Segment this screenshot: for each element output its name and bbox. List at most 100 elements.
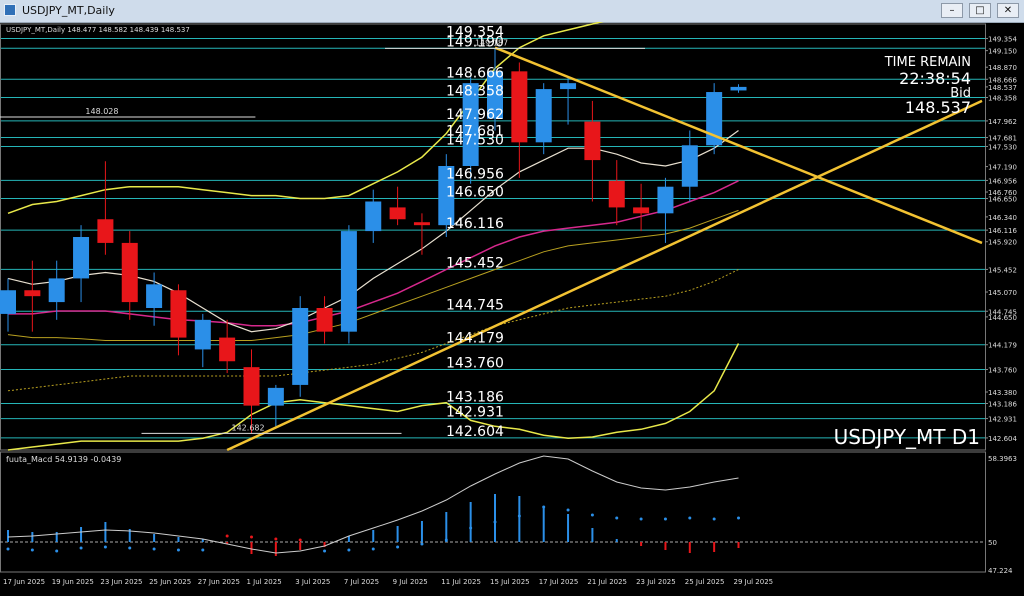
symbol-watermark: USDJPY_MT D1 (834, 425, 980, 449)
macd-blue-dot (469, 526, 473, 530)
macd-blue-dot (6, 547, 10, 551)
bear-candle (389, 207, 406, 220)
price-axis: 149.354149.150148.870148.666148.537148.3… (0, 23, 1017, 451)
macd-blue-dot (663, 517, 667, 521)
swing-marker-label: 148.028 (85, 107, 118, 116)
bull-candle (535, 89, 552, 143)
bull-candle (462, 83, 479, 166)
macd-blue-dot (493, 520, 497, 524)
price-axis-tick-label: 144.745 (988, 308, 1017, 316)
bear-candle (413, 222, 430, 226)
bull-candle (340, 231, 357, 332)
macd-blue-dot (103, 545, 107, 549)
macd-blue-dot (30, 548, 34, 552)
macd-axis-tick-label: 47.224 (988, 567, 1013, 575)
macd-blue-dot (55, 549, 59, 553)
macd-red-dot (250, 535, 253, 539)
macd-blue-dot (371, 547, 375, 551)
macd-panel-frame (0, 451, 986, 573)
close-button[interactable]: ✕ (997, 3, 1019, 18)
price-axis-tick-label: 147.190 (988, 164, 1017, 172)
price-axis-tick-label: 149.354 (988, 36, 1017, 44)
price-axis-tick-label: 143.186 (988, 400, 1017, 408)
price-chart[interactable]: 149.354149.150148.870148.666148.537148.3… (0, 22, 1024, 596)
price-axis-tick-label: 142.604 (988, 435, 1017, 443)
macd-red-dot (225, 534, 229, 538)
time-axis-tick-label: 17 Jun 2025 (3, 578, 45, 586)
candles (0, 48, 747, 434)
price-axis-tick-label: 143.760 (988, 367, 1017, 375)
bull-candle (730, 86, 747, 91)
bear-candle (121, 242, 138, 303)
macd-signal-line (7, 455, 739, 554)
macd-blue-dot (201, 548, 205, 552)
time-axis-tick-label: 9 Jul 2025 (393, 578, 428, 586)
price-axis-tick-label: 148.870 (988, 64, 1017, 72)
level-lines (0, 38, 985, 439)
macd-blue-dot (444, 538, 448, 542)
level-label: 147.681 (446, 124, 504, 140)
bull-candle (657, 186, 674, 214)
price-axis-tick-label: 147.962 (988, 118, 1017, 126)
bear-candle (633, 207, 650, 214)
macd-blue-dot (688, 516, 692, 520)
minimize-button[interactable]: – (941, 3, 963, 18)
bull-candle (48, 278, 65, 303)
bull-candle (292, 308, 309, 385)
level-label: 145.452 (446, 255, 504, 271)
macd-blue-dot (737, 516, 740, 520)
price-axis-tick-label: 142.931 (988, 416, 1017, 424)
chart-window-icon (4, 4, 16, 16)
maximize-button[interactable]: □ (969, 3, 991, 18)
price-axis-tick-label: 146.650 (988, 196, 1017, 204)
level-label: 142.931 (446, 405, 504, 421)
time-remain-label: TIME REMAIN (884, 55, 971, 70)
price-axis-tick-label: 144.179 (988, 342, 1017, 350)
level-label: 143.760 (446, 356, 504, 372)
bear-candle (608, 180, 625, 208)
window-titlebar: USDJPY_MT,Daily – □ ✕ (0, 0, 1024, 23)
time-axis-tick-label: 29 Jul 2025 (734, 578, 774, 586)
level-label: 144.745 (446, 297, 504, 313)
bull-candle (146, 284, 163, 308)
level-label: 149.190 (446, 34, 504, 50)
overlay-text: USDJPY_MT,Daily 148.477 148.582 148.439 … (6, 26, 980, 449)
trendline (226, 99, 983, 452)
trendline (494, 46, 983, 245)
moving-average-slow-line (7, 209, 739, 341)
bull-candle (681, 145, 698, 187)
time-axis-tick-label: 27 Jun 2025 (198, 578, 240, 586)
macd-title: fuuta_Macd 54.9139 -0.0439 (6, 455, 121, 464)
price-axis-tick-label: 146.760 (988, 189, 1017, 197)
macd-blue-dot (517, 514, 521, 518)
time-axis-tick-label: 23 Jun 2025 (100, 578, 142, 586)
bull-candle (194, 319, 211, 350)
bear-candle (584, 121, 601, 161)
macd-blue-dot (712, 517, 716, 521)
bull-candle (487, 71, 503, 119)
price-axis-tick-label: 145.452 (988, 266, 1017, 274)
ohlc-header: USDJPY_MT,Daily 148.477 148.582 148.439 … (6, 26, 190, 34)
price-axis-tick-label: 148.537 (988, 84, 1017, 92)
time-axis-tick-label: 15 Jul 2025 (490, 578, 530, 586)
time-axis-tick-label: 21 Jul 2025 (587, 578, 627, 586)
price-axis-tick-label: 147.530 (988, 143, 1017, 151)
window-title: USDJPY_MT,Daily (22, 4, 115, 17)
price-axis-tick-label: 149.150 (988, 48, 1017, 56)
bollinger-upper-line (7, 22, 604, 215)
time-axis-tick-label: 11 Jul 2025 (441, 578, 481, 586)
macd-blue-dot (347, 548, 351, 552)
level-label: 147.530 (446, 132, 504, 148)
time-axis: 17 Jun 2025 19 Jun 2025 23 Jun 2025 25 Jun … (3, 578, 773, 586)
macd-blue-dot (542, 505, 546, 509)
price-axis-tick-label: 145.920 (988, 239, 1017, 247)
bollinger-lower-line (7, 343, 740, 451)
macd-blue-dot (420, 542, 424, 546)
macd-panel: 58.3963 50 47.224 fuuta_Macd 54.9139 -0.043… (0, 451, 1017, 575)
bear-candle (219, 337, 236, 362)
level-label: 146.956 (446, 166, 504, 182)
swing-marker-label: 142.682 (232, 423, 265, 432)
time-axis-tick-label: 25 Jun 2025 (149, 578, 191, 586)
bear-candle (243, 367, 260, 406)
